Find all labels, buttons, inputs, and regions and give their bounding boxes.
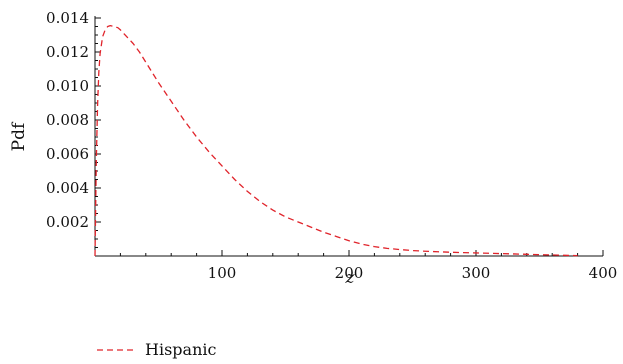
- axes: [94, 16, 603, 257]
- ticks: 100 200 300 400 0.002 0.004 0.006 0.008 0.010 0.0…: [46, 9, 617, 282]
- x-tick-label: 100: [208, 264, 237, 282]
- y-tick-label: 0.002: [46, 213, 89, 231]
- plot-area: [94, 24, 578, 257]
- x-tick-label: 300: [462, 264, 491, 282]
- y-tick-label: 0.012: [46, 43, 89, 61]
- legend-label-hispanic: Hispanic: [145, 340, 216, 359]
- series-line-hispanic: [94, 24, 578, 257]
- y-axis-label: Pdf: [9, 121, 29, 151]
- x-tick-label: 400: [589, 264, 618, 282]
- x-tick-label: 200: [335, 264, 364, 282]
- y-tick-label: 0.010: [46, 77, 89, 95]
- y-tick-label: 0.008: [46, 111, 89, 129]
- x-axis-label: z: [345, 268, 356, 288]
- y-tick-label: 0.014: [46, 9, 89, 27]
- legend: Hispanic: [97, 340, 216, 359]
- y-tick-label: 0.004: [46, 179, 89, 197]
- y-tick-label: 0.006: [46, 145, 89, 163]
